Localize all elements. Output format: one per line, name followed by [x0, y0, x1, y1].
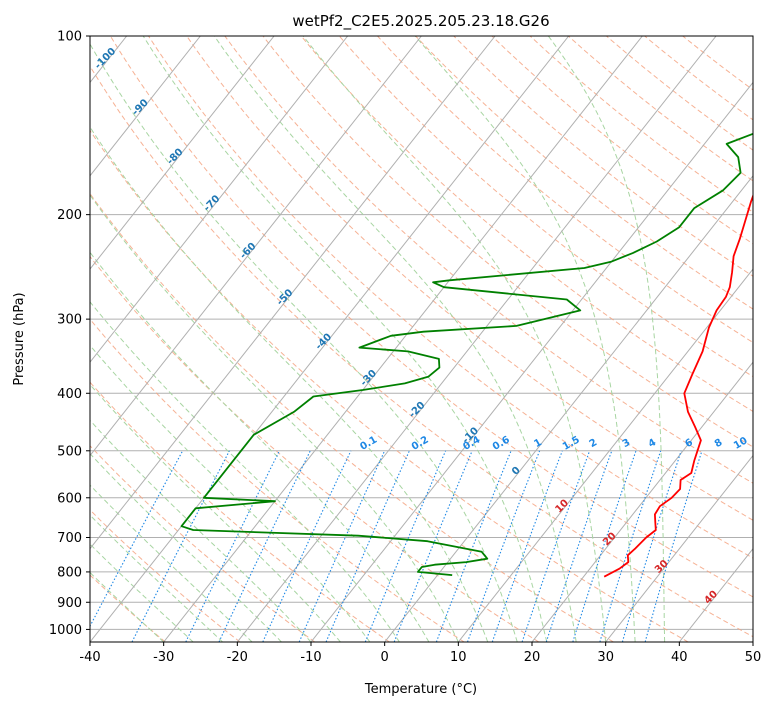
- moist-adiabat-line: [90, 251, 430, 642]
- y-tick-label: 300: [57, 313, 82, 328]
- plot-frame: [89, 35, 754, 643]
- mixing-ratio-line: [491, 450, 563, 642]
- plot-area: [90, 36, 753, 642]
- dry-adiabat-line: [491, 36, 753, 245]
- dry-adiabat-line: [90, 129, 689, 642]
- isotherm-line: [90, 36, 496, 550]
- isotherms: [90, 36, 753, 642]
- dry-adiabat-line: [90, 509, 241, 642]
- x-tick-label: 50: [745, 650, 762, 665]
- x-tick-label: -10: [300, 650, 321, 665]
- y-tick-label: 800: [57, 565, 82, 580]
- moist-adiabat-line: [213, 36, 577, 642]
- x-tick-label: 10: [450, 650, 467, 665]
- moist-adiabat-line: [90, 484, 253, 642]
- moist-adiabat-line: [302, 36, 607, 642]
- dry-adiabat-line: [90, 255, 540, 642]
- mixing-ratio-line: [621, 450, 682, 642]
- x-tick-label: 40: [671, 650, 688, 665]
- dewpoint-profile-line: [180, 132, 753, 576]
- moist-adiabat-line: [414, 36, 636, 642]
- y-tick-label: 900: [57, 596, 82, 611]
- mixing-ratio-label: 3: [621, 437, 633, 450]
- isotherm-line: [90, 36, 349, 364]
- x-tick-label: 0: [381, 650, 389, 665]
- dry-adiabat-line: [377, 36, 753, 344]
- x-tick-label: 20: [524, 650, 541, 665]
- x-axis-label: Temperature (°C): [364, 682, 477, 697]
- moist-adiabat-line: [90, 301, 400, 642]
- dry-adiabat-line: [90, 65, 753, 638]
- mixing-ratio-line: [435, 450, 512, 642]
- y-tick-label: 700: [57, 531, 82, 546]
- mixing-ratio-line: [572, 450, 637, 642]
- dry-adiabat-line: [567, 36, 753, 182]
- mixing-ratio-label: 2: [588, 437, 600, 450]
- mixing-ratio-line: [90, 450, 184, 628]
- x-axis-ticks: -40 -30 -20 -10 0 10 20 30 40 50: [79, 642, 761, 665]
- y-tick-label: 100: [57, 30, 82, 45]
- mixing-ratio-label: 6: [683, 437, 695, 450]
- moist-adiabat-line: [90, 42, 518, 642]
- mixing-ratio-line: [644, 450, 703, 642]
- dry-adiabat-line: [90, 192, 614, 642]
- isotherm-line: [457, 268, 753, 642]
- x-tick-label: 30: [597, 650, 614, 665]
- moist-adiabat-line: [90, 194, 459, 642]
- mixing-ratio-line: [262, 450, 352, 642]
- y-tick-label: 1000: [49, 623, 82, 638]
- x-tick-label: -20: [227, 650, 248, 665]
- x-tick-label: -40: [79, 650, 100, 665]
- isotherm-line: [384, 174, 753, 642]
- isotherm-line: [90, 36, 275, 270]
- dry-adiabat-line: [415, 36, 753, 310]
- chart-title: wetPf2_C2E5.2025.205.23.18.G26: [292, 12, 549, 31]
- mixing-ratio-line: [599, 450, 662, 642]
- isotherm-line: [163, 36, 643, 642]
- mixing-ratio-line: [393, 450, 473, 642]
- mixing-ratio-line: [298, 450, 386, 642]
- isotherm-line: [531, 361, 753, 642]
- moist-adiabat-line: [142, 36, 548, 642]
- mixing-ratio-line: [218, 450, 311, 642]
- mixing-ratio-label: 8: [713, 437, 725, 450]
- y-tick-label: 400: [57, 387, 82, 402]
- isotherm-line: [310, 81, 753, 642]
- moist-adiabat-line: [90, 344, 371, 642]
- mixing-ratio-line: [521, 450, 591, 642]
- mixing-ratio-line: [545, 450, 613, 642]
- y-tick-label: 200: [57, 208, 82, 223]
- isotherm-line: [90, 36, 201, 177]
- profile-series: [180, 132, 753, 578]
- isotherm-line: [236, 36, 717, 642]
- y-axis-label: Pressure (hPa): [12, 292, 27, 385]
- mixing-ratio-label: 1: [532, 437, 544, 450]
- dry-adiabat-line: [262, 36, 753, 448]
- mixing-ratio-label: 4: [647, 437, 659, 450]
- plot-content: -100-90-80-70-60-50-40-30-20-10010203040…: [90, 36, 753, 642]
- mixing-ratio-line: [325, 450, 410, 642]
- isotherm-line: [605, 454, 753, 642]
- dry-adiabats: [90, 36, 753, 642]
- y-axis-ticks: 1000 900 800 700 600 500 400 300 200 100: [49, 30, 90, 638]
- mixing-ratio-line: [466, 450, 541, 642]
- moist-adiabat-line: [547, 36, 666, 642]
- isotherm-line: [90, 36, 422, 457]
- isotherm-line: [90, 36, 570, 642]
- mixing-ratio-line: [364, 450, 447, 642]
- temperature-profile-line: [603, 193, 753, 578]
- dry-adiabat-line: [109, 36, 753, 598]
- mixing-ratio-lines: [90, 450, 703, 642]
- moist-adiabat-line: [90, 383, 341, 642]
- x-tick-label: -30: [153, 650, 174, 665]
- moist-adiabat-line: [90, 126, 489, 642]
- y-tick-label: 500: [57, 444, 82, 459]
- dry-adiabat-line: [338, 36, 753, 378]
- y-tick-label: 600: [57, 491, 82, 506]
- dry-adiabat-line: [90, 445, 315, 642]
- dry-adiabat-line: [224, 36, 753, 484]
